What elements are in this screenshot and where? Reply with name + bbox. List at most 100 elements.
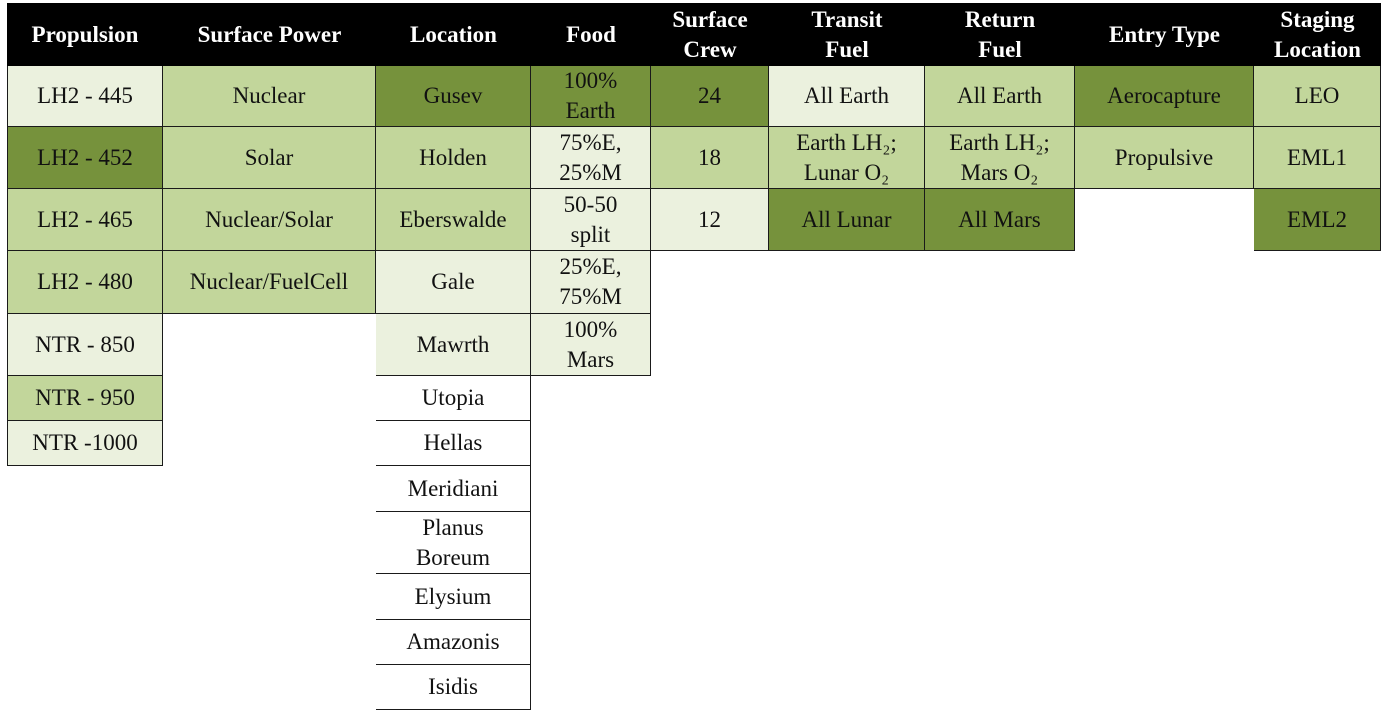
cell-text: NTR -1000 [32, 430, 138, 456]
table-cell-propulsion: LH2 - 465 [7, 189, 163, 251]
table-cell-location: Amazonis [376, 620, 531, 665]
table-cell-propulsion: LH2 - 480 [7, 251, 163, 314]
table-cell-entry-type: Propulsive [1075, 127, 1254, 189]
table-cell-location: Gale [376, 251, 531, 314]
cell-text: Earth LH₂; Lunar O₂ [796, 129, 897, 185]
cell-text: Hellas [423, 430, 483, 456]
cell-text: Meridiani [407, 475, 499, 501]
cell-text: Gale [431, 269, 475, 295]
table-cell-transit-fuel: Earth LH₂; Lunar O₂ [769, 127, 925, 189]
table-cell-staging-location: EML1 [1254, 127, 1381, 189]
table-cell-staging-location: LEO [1254, 66, 1381, 127]
header-label: Transit Fuel [811, 6, 883, 62]
header-label: Location [410, 21, 497, 47]
table-cell-location: Gusev [376, 66, 531, 127]
table-cell-surface-power: Nuclear [163, 66, 376, 127]
table-cell-propulsion: LH2 - 452 [7, 127, 163, 189]
header-label: Return Fuel [964, 6, 1036, 62]
cell-text: Solar [244, 144, 294, 170]
cell-text: Planus Boreum [415, 514, 491, 570]
cell-text: LH2 - 465 [37, 206, 133, 232]
cell-text: LEO [1294, 83, 1340, 109]
cell-text: Earth LH₂; Mars O₂ [949, 129, 1050, 185]
cell-text: Isidis [428, 674, 478, 700]
table-cell-transit-fuel: All Lunar [769, 189, 925, 251]
cell-text: Nuclear/FuelCell [189, 269, 349, 295]
table-cell-location: Utopia [376, 376, 531, 421]
table-cell-location: Planus Boreum [376, 512, 531, 574]
table-cell-return-fuel: All Earth [925, 66, 1075, 127]
table-cell-food: 50-50 split [531, 189, 651, 251]
cell-text: Aerocapture [1107, 83, 1221, 109]
cell-text: All Lunar [801, 206, 892, 232]
cell-text: Eberswalde [399, 206, 507, 232]
column-header-food: Food [531, 3, 651, 66]
table-cell-location: Eberswalde [376, 189, 531, 251]
cell-text: 12 [698, 206, 721, 232]
table-cell-return-fuel: Earth LH₂; Mars O₂ [925, 127, 1075, 189]
cell-text: 100% Earth [563, 68, 618, 123]
table-cell-propulsion: NTR - 850 [7, 314, 163, 376]
header-label: Entry Type [1109, 21, 1220, 47]
table-cell-food: 100% Earth [531, 66, 651, 127]
column-header-staging-location: Staging Location [1254, 3, 1381, 66]
table-cell-food: 100% Mars [531, 314, 651, 376]
column-header-propulsion: Propulsion [7, 3, 163, 66]
table-cell-location: Mawrth [376, 314, 531, 376]
table-cell-propulsion: NTR - 950 [7, 376, 163, 421]
cell-text: EML2 [1286, 206, 1348, 232]
cell-text: Nuclear/Solar [205, 206, 333, 232]
cell-text: Holden [419, 144, 487, 170]
header-label: Propulsion [31, 21, 139, 47]
table-cell-location: Meridiani [376, 466, 531, 512]
cell-text: NTR - 850 [35, 331, 135, 357]
cell-text: All Earth [957, 83, 1042, 109]
cell-text: All Earth [804, 83, 889, 109]
column-header-transit-fuel: Transit Fuel [769, 3, 925, 66]
cell-text: LH2 - 445 [37, 83, 133, 109]
cell-text: Nuclear [232, 83, 306, 109]
cell-text: 100% Mars [563, 316, 618, 372]
table-cell-food: 75%E, 25%M [531, 127, 651, 189]
cell-text: Elysium [414, 583, 492, 609]
cell-text: LH2 - 452 [37, 144, 133, 170]
header-label: Surface Crew [672, 6, 748, 62]
header-label: Surface Power [197, 21, 342, 47]
column-header-surface-power: Surface Power [163, 3, 376, 66]
table-cell-surface-power: Nuclear/FuelCell [163, 251, 376, 314]
table-cell-surface-crew: 12 [651, 189, 769, 251]
cell-text: 25%E, 75%M [559, 254, 622, 309]
table-cell-location: Hellas [376, 421, 531, 466]
table-cell-surface-crew: 24 [651, 66, 769, 127]
table-cell-propulsion: LH2 - 445 [7, 66, 163, 127]
column-header-return-fuel: Return Fuel [925, 3, 1075, 66]
cell-text: NTR - 950 [35, 385, 135, 411]
cell-text: 50-50 split [563, 191, 618, 247]
cell-text: LH2 - 480 [37, 269, 133, 295]
table-cell-food: 25%E, 75%M [531, 251, 651, 314]
table-cell-surface-power: Nuclear/Solar [163, 189, 376, 251]
table-cell-entry-type: Aerocapture [1075, 66, 1254, 127]
cell-text: 75%E, 25%M [559, 129, 622, 185]
table-cell-return-fuel: All Mars [925, 189, 1075, 251]
cell-text: 24 [698, 83, 721, 109]
column-header-surface-crew: Surface Crew [651, 3, 769, 66]
cell-text: All Mars [958, 206, 1041, 232]
column-header-location: Location [376, 3, 531, 66]
cell-text: Propulsive [1114, 144, 1214, 170]
table-cell-location: Holden [376, 127, 531, 189]
table-cell-propulsion: NTR -1000 [7, 421, 163, 466]
table-cell-transit-fuel: All Earth [769, 66, 925, 127]
table-cell-surface-crew: 18 [651, 127, 769, 189]
cell-text: EML1 [1286, 144, 1348, 170]
column-header-entry-type: Entry Type [1075, 3, 1254, 66]
header-label: Food [566, 21, 616, 47]
table-cell-location: Isidis [376, 665, 531, 710]
table-cell-surface-power: Solar [163, 127, 376, 189]
cell-text: 18 [698, 144, 721, 170]
cell-text: Gusev [423, 83, 483, 109]
header-label: Staging Location [1274, 6, 1361, 62]
cell-text: Utopia [421, 385, 485, 411]
table-cell-staging-location: EML2 [1254, 189, 1381, 251]
cell-text: Mawrth [416, 331, 490, 357]
